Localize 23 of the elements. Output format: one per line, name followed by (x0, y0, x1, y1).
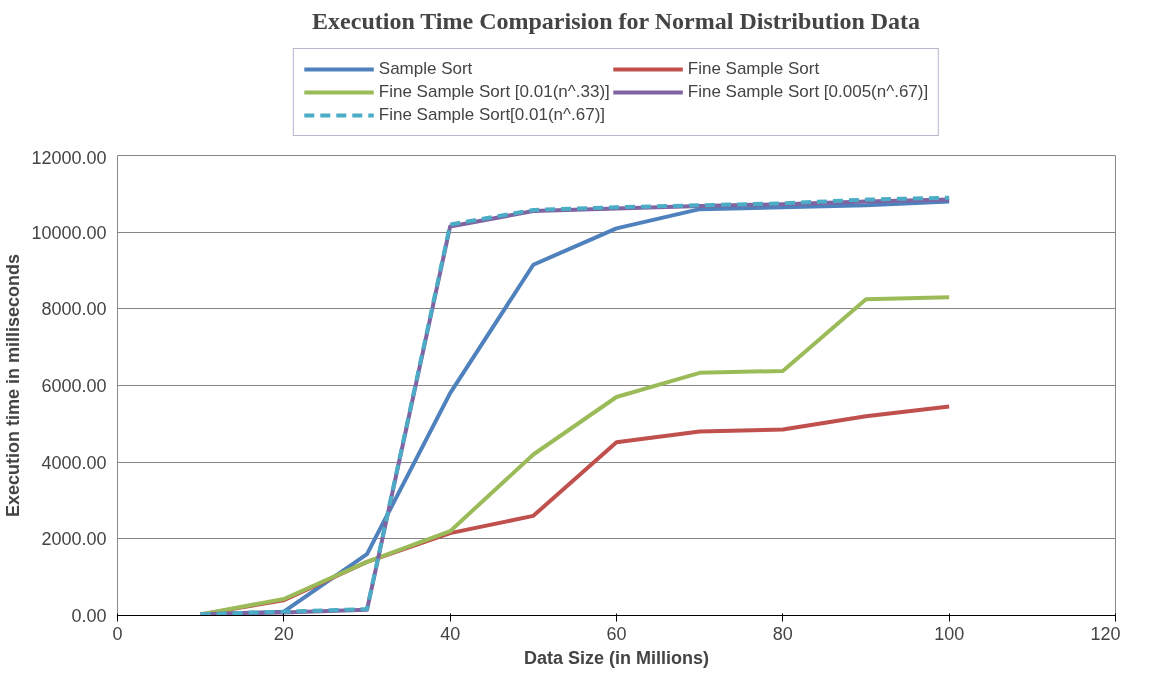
x-tick-label: 0 (112, 623, 123, 644)
y-tick-label: 6000.00 (41, 376, 107, 396)
legend-label: Fine Sample Sort (687, 58, 820, 79)
y-axis-title: Execution time in milliseconds (3, 253, 24, 518)
y-tick-label: 8000.00 (41, 299, 107, 320)
y-tick-label: 12000.00 (31, 147, 107, 168)
y-tick-label: 4000.00 (41, 452, 107, 473)
x-tick-label: 80 (772, 623, 793, 644)
x-tick-label: 100 (934, 623, 965, 644)
legend-label: Sample Sort (378, 58, 473, 79)
legend-label: Fine Sample Sort [0.01(n^.33)] (378, 81, 610, 102)
line-series (198, 295, 952, 616)
x-tick-label: 120 (1090, 623, 1121, 644)
y-tick-label: 0.00 (71, 606, 107, 626)
chart-title: Execution Time Comparision for Normal Distribution Data (312, 7, 921, 34)
legend-label: Fine Sample Sort [0.005(n^.67)] (687, 81, 929, 102)
x-tick-label: 40 (440, 623, 461, 644)
y-tick-label: 10000.00 (31, 222, 107, 243)
y-tick-label: 2000.00 (41, 529, 107, 550)
x-axis-title: Data Size (in Millions) (523, 647, 710, 668)
legend-label: Fine Sample Sort[0.01(n^.67)] (378, 104, 606, 125)
x-tick-label: 60 (606, 623, 627, 644)
x-tick-label: 20 (273, 623, 294, 644)
